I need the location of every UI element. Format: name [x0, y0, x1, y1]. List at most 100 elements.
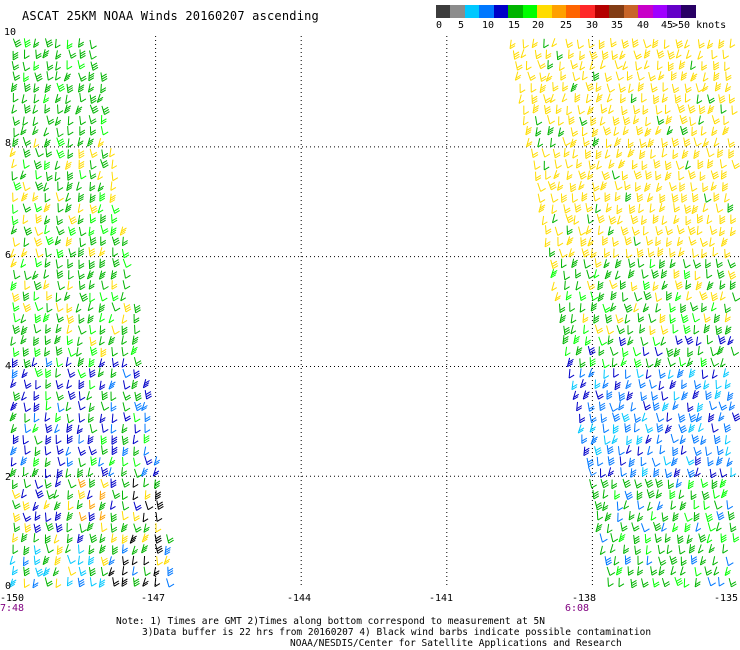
wind-barb: [585, 225, 592, 235]
wind-barb: [656, 60, 663, 71]
wind-barb: [88, 566, 96, 577]
wind-barb: [604, 512, 612, 522]
wind-barb: [691, 126, 698, 137]
wind-barb: [681, 193, 688, 203]
wind-barb: [641, 93, 647, 103]
wind-barb: [695, 456, 702, 466]
wind-barb: [637, 258, 645, 268]
wind-barb: [666, 544, 673, 555]
wind-barb: [13, 269, 21, 280]
wind-barb: [661, 522, 667, 532]
wind-barb: [42, 555, 50, 566]
wind-barb: [667, 369, 674, 379]
wind-barb: [34, 257, 43, 268]
wind-barb: [121, 544, 128, 554]
wind-barb: [33, 523, 42, 534]
wind-barb: [100, 224, 109, 235]
wind-barb: [727, 259, 737, 269]
wind-barb: [679, 182, 686, 192]
wind-barb: [89, 346, 98, 356]
wind-barb: [685, 49, 692, 59]
wind-barb: [669, 380, 677, 390]
wind-barb: [606, 325, 615, 335]
wind-barb: [100, 115, 107, 125]
wind-barb: [120, 292, 127, 302]
wind-barb: [156, 556, 163, 566]
wind-barb: [707, 456, 714, 467]
wind-barb: [67, 368, 76, 378]
wind-barb: [97, 138, 105, 148]
wind-barb: [67, 149, 74, 159]
wind-barb: [79, 170, 87, 180]
wind-barb: [655, 170, 662, 181]
wind-barb: [111, 347, 118, 357]
wind-barb: [66, 533, 73, 544]
wind-barb: [33, 280, 42, 291]
wind-barb: [11, 565, 18, 576]
wind-barb: [621, 171, 629, 181]
wind-barb: [155, 544, 164, 554]
wind-barb: [43, 182, 49, 192]
wind-barb: [535, 127, 542, 137]
wind-barb: [54, 93, 62, 104]
wind-barb: [624, 490, 633, 500]
wind-barb: [572, 390, 580, 400]
wind-barb: [626, 391, 634, 401]
wind-barb: [99, 325, 106, 335]
wind-barb: [21, 368, 28, 379]
wind-barb: [56, 545, 63, 555]
wind-barb: [653, 467, 660, 478]
wind-barb: [76, 347, 82, 357]
wind-barb: [132, 478, 139, 488]
wind-barb: [661, 138, 668, 148]
lon-label-141: -141: [429, 593, 454, 604]
wind-barb: [602, 303, 611, 314]
lat-label-10: 10: [4, 27, 17, 38]
wind-barb: [729, 280, 736, 290]
wind-barb: [578, 226, 586, 236]
wind-barb: [88, 555, 95, 566]
wind-barb: [694, 577, 701, 588]
wind-barb: [664, 160, 672, 171]
wind-barb: [101, 390, 108, 401]
wind-barb: [639, 138, 647, 149]
wind-barb: [66, 457, 73, 467]
wind-barb: [598, 336, 608, 346]
wind-barb: [600, 104, 608, 114]
wind-barb: [613, 126, 620, 137]
wind-barb: [63, 291, 71, 301]
wind-barb: [20, 532, 28, 543]
wind-barb: [666, 347, 674, 358]
wind-barb: [609, 346, 619, 356]
wind-barb: [587, 402, 595, 412]
wind-barb: [725, 71, 732, 81]
wind-barb: [89, 193, 96, 204]
wind-barb: [693, 325, 700, 335]
wind-barb: [656, 501, 664, 511]
wind-barb: [627, 566, 634, 576]
wind-barb: [549, 93, 556, 103]
wind-barb: [691, 192, 699, 203]
wind-barb: [10, 336, 16, 346]
wind-barb: [66, 335, 73, 346]
wind-barb: [101, 149, 109, 159]
wind-barb: [674, 576, 684, 587]
wind-barb: [559, 61, 565, 71]
wind-barb: [35, 170, 42, 180]
wind-barb: [154, 577, 161, 587]
wind-barb: [143, 477, 150, 488]
wind-barb: [53, 534, 60, 544]
wind-barb: [560, 258, 567, 269]
wind-barb: [643, 39, 652, 49]
wind-barb: [570, 127, 579, 137]
wind-barb: [12, 204, 19, 214]
wind-barb: [603, 369, 610, 379]
wind-barb: [19, 170, 27, 180]
wind-barb: [562, 334, 569, 345]
scale-swatch: [580, 5, 595, 18]
wind-barb: [45, 357, 53, 367]
wind-barb: [33, 291, 40, 301]
wind-barb: [624, 555, 631, 565]
wind-barb: [88, 247, 96, 257]
wind-barb: [728, 578, 737, 588]
